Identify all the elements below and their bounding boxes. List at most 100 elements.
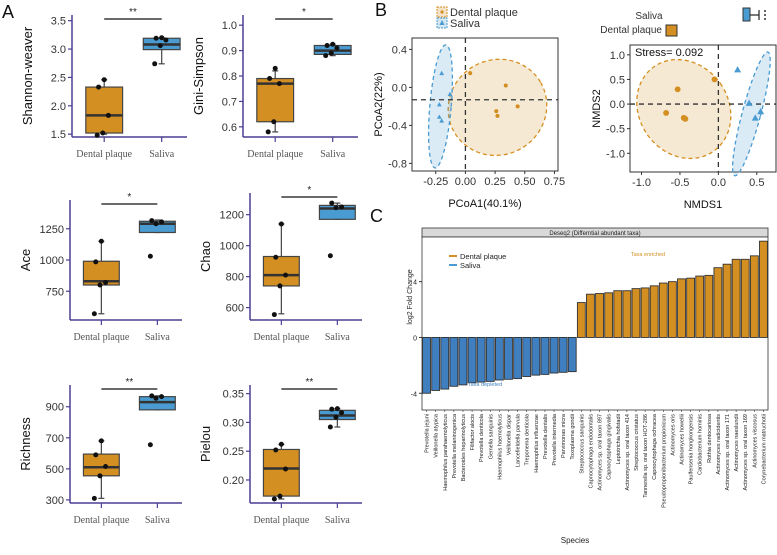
box-dental-plaque	[82, 453, 120, 477]
data-point	[101, 77, 107, 83]
y-tick-label: 3.5	[51, 16, 66, 28]
data-point-dental-plaque	[494, 109, 499, 114]
legend-dot	[764, 10, 766, 12]
data-point-dental-plaque	[682, 115, 689, 122]
y-tick-label: 0.30	[223, 417, 244, 429]
data-point	[153, 395, 159, 401]
x-tick-label: 0.0	[711, 177, 726, 189]
x-tick-label: Saliva	[325, 332, 351, 343]
bar-saliva	[531, 337, 541, 376]
data-point	[333, 414, 339, 420]
x-axis-label: Species	[561, 536, 589, 545]
y-tick-label: 4	[413, 280, 417, 287]
bar-saliva	[422, 337, 431, 394]
species-label: Actinomyces oris	[670, 414, 676, 456]
data-point-dental-plaque	[515, 104, 520, 109]
y-axis-label: Gini-Simpson	[191, 37, 206, 115]
legend-marker-dental-plaque	[440, 10, 444, 14]
species-label: Leptotrichia hofstadii	[616, 414, 622, 464]
y-tick-label: 0	[413, 335, 417, 342]
legend-label: Dental plaque	[460, 252, 506, 261]
y-tick-label: 1.0	[222, 20, 237, 32]
data-point-saliva	[439, 118, 445, 123]
bar-saliva	[476, 337, 486, 383]
data-point-saliva	[436, 114, 442, 119]
bar-saliva	[549, 337, 559, 374]
data-point	[276, 81, 282, 87]
strip-title: Deseq2 (Differntial abundant taxa)	[549, 231, 640, 237]
x-tick-label: -0.5	[670, 177, 689, 189]
bar-dental-plaque	[759, 240, 768, 338]
species-label: Bacteroides heparinolyticus	[461, 414, 467, 482]
species-label: Prevotella dentalis	[543, 414, 549, 459]
data-point	[149, 393, 155, 399]
data-point	[323, 53, 329, 59]
bar-saliva	[567, 337, 577, 373]
species-label: Prevotella denticola	[479, 413, 485, 462]
data-point	[96, 84, 102, 90]
x-tick-label: Saliva	[320, 149, 346, 160]
data-point	[265, 129, 271, 135]
confidence-ellipse	[731, 51, 771, 177]
data-point	[157, 43, 163, 49]
y-axis-label: Richness	[18, 417, 33, 471]
data-point	[277, 493, 283, 499]
x-tick-label: Dental plaque	[253, 515, 309, 526]
bar-dental-plaque	[640, 287, 650, 338]
data-point	[334, 45, 340, 51]
species-label: Tannerella sp. oral taxon HOT-286	[643, 414, 649, 498]
data-point-dental-plaque	[468, 71, 473, 76]
significance-label: **	[125, 377, 133, 388]
species-label: Actinomyces sp. oral taxon 414	[625, 414, 631, 490]
species-label: Veillonella atypica	[434, 413, 440, 458]
species-label: Actinomyces howellii	[680, 414, 686, 465]
bar-dental-plaque	[622, 290, 632, 338]
significance-label: *	[307, 185, 311, 196]
y-tick-label: 900	[46, 402, 64, 414]
legend-marker-saliva	[439, 20, 445, 25]
bar-saliva	[458, 337, 468, 386]
species-label: Actinomyces sp. oral taxon 169	[743, 414, 749, 490]
species-label: Actinomyces sp. oral taxon 897	[598, 414, 604, 490]
legend-nmds: Saliva Dental plaque	[600, 7, 766, 37]
scatter-nmds: -1.0 -0.5 0.0 0.5 -1.0 -0.5 0.0 0.5 1.0 NMDS1 NMDS…	[591, 44, 777, 211]
scatter-pcoa: -0.25 0.00 0.25 0.50 0.75 -0.8 -0.4 0.0 0.4 PCoA1…	[373, 37, 565, 210]
y-tick-label: 1200	[220, 210, 244, 222]
boxplot-shannon: 1.5 2.0 2.5 3.0 3.5 Dental plaque Saliva Shanno…	[20, 7, 187, 160]
species-label: Pseudopropionibacterium propionicum	[661, 414, 667, 508]
bar-dental-plaque	[658, 282, 668, 338]
y-tick-label: 0.20	[223, 475, 244, 487]
legend-dot	[764, 18, 766, 20]
x-tick-label: 0.00	[455, 176, 476, 188]
y-tick-label: 300	[46, 495, 64, 507]
x-tick-label: Saliva	[145, 332, 171, 343]
y-tick-label: 0.35	[223, 389, 244, 401]
x-tick-label: 0.50	[514, 176, 535, 188]
data-point	[100, 130, 106, 136]
species-label: Filifactor alocis	[470, 414, 476, 451]
y-tick-label: 750	[46, 286, 64, 298]
legend-label: Saliva	[460, 261, 481, 270]
species-label: Toxoplasma gondii	[570, 414, 576, 460]
data-point-dental-plaque	[711, 76, 718, 83]
x-tick-label: Saliva	[145, 515, 171, 526]
legend-swatch-saliva	[742, 7, 751, 22]
y-tick-label: 0.0	[392, 82, 407, 94]
legend-label: Dental plaque	[600, 25, 662, 36]
bar-dental-plaque	[677, 278, 686, 338]
bar-dental-plaque	[731, 258, 741, 338]
data-point	[272, 65, 278, 71]
annotation-enriched: Taxa enriched	[631, 252, 665, 258]
significance-label: **	[129, 7, 137, 18]
plot-frame	[411, 37, 559, 172]
x-tick-label: -0.25	[423, 176, 448, 188]
x-tick-label: Dental plaque	[253, 332, 309, 343]
y-tick-label: 0.6	[222, 122, 237, 134]
bar-saliva	[431, 337, 441, 391]
data-point-saliva	[745, 99, 753, 106]
bar-dental-plaque	[695, 275, 705, 338]
data-point	[267, 76, 273, 82]
y-tick-label: 500	[46, 464, 64, 476]
